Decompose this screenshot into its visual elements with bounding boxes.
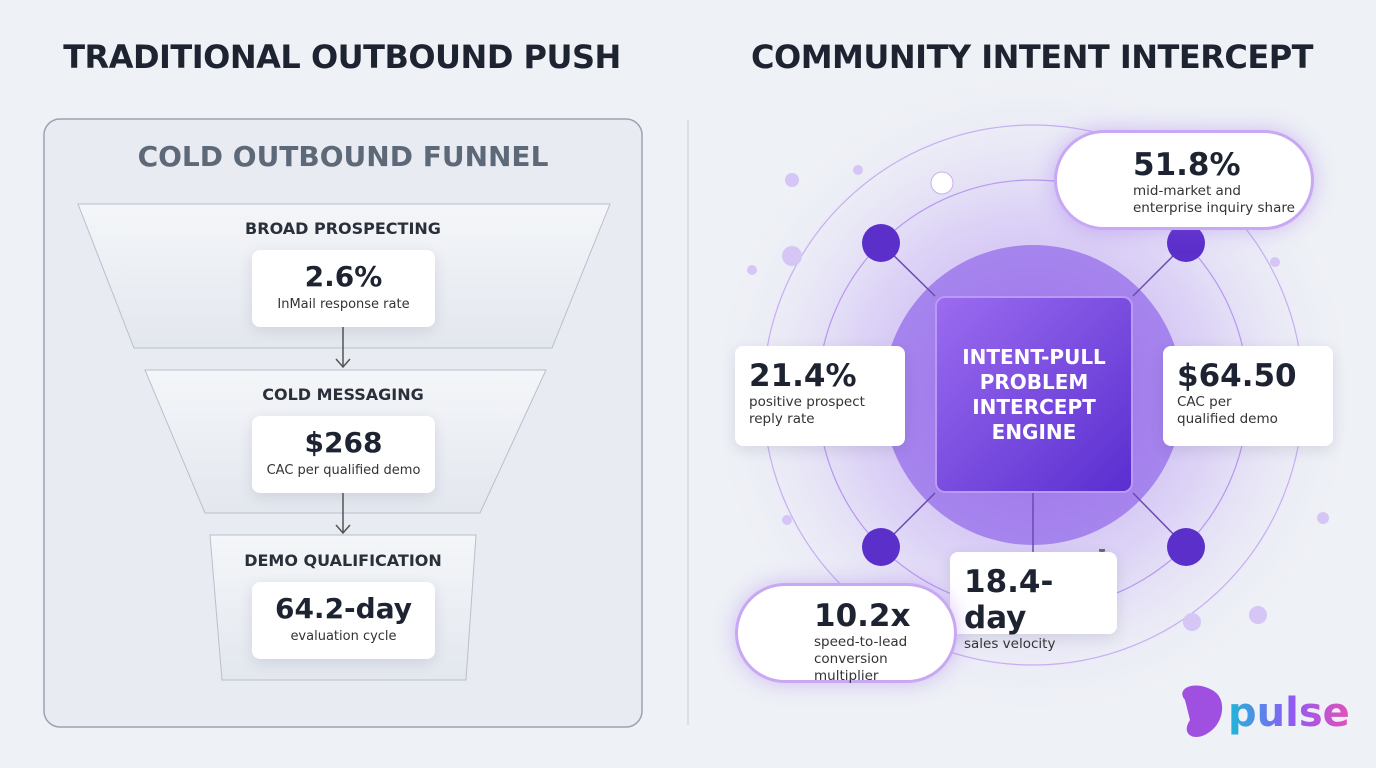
dots <box>747 165 1329 631</box>
caption: InMail response rate <box>277 297 410 312</box>
metric-card: $268 CAC per qualified demo <box>252 416 435 493</box>
metric: $268 <box>304 426 383 459</box>
panel-title: COLD OUTBOUND FUNNEL <box>137 140 549 173</box>
caption: CAC per qualified demo <box>1177 394 1278 427</box>
metric-card: $64.50 CAC per qualified demo <box>1163 346 1333 446</box>
nodes <box>862 224 1205 566</box>
metric-card: 2.6% InMail response rate <box>252 250 435 327</box>
caption: sales velocity <box>964 636 1056 652</box>
logo: pulse <box>1228 690 1350 736</box>
metric-card: 21.4% positive prospect reply rate <box>735 346 905 446</box>
metric-card: 10.2x speed-to-lead conversion multiplie… <box>735 583 957 684</box>
stage-label: DEMO QUALIFICATION <box>244 551 442 570</box>
caption: mid-market and enterprise inquiry share <box>1133 183 1295 216</box>
right-title: COMMUNITY INTENT INTERCEPT <box>751 38 1313 76</box>
stage-label: BROAD PROSPECTING <box>245 219 441 238</box>
metric: $64.50 <box>1177 358 1297 394</box>
metric-card: 18.4-day sales velocity <box>950 552 1117 652</box>
caption: speed-to-lead conversion multiplier <box>814 634 908 684</box>
arrows <box>335 327 351 535</box>
caption: CAC per qualified demo <box>266 463 421 478</box>
metric: 64.2-day <box>274 592 413 625</box>
engine: INTENT-PULL PROBLEM INTERCEPT ENGINE <box>935 296 1133 493</box>
metric: 2.6% <box>304 260 383 293</box>
left-title: TRADITIONAL OUTBOUND PUSH <box>63 38 621 76</box>
metric-card: 64.2-day evaluation cycle <box>252 582 435 659</box>
metric: 18.4-day <box>964 564 1054 636</box>
metric: 21.4% <box>749 358 857 394</box>
metric: 10.2x <box>814 598 911 634</box>
stage-label: COLD MESSAGING <box>262 385 424 404</box>
metric-card: 51.8% mid-market and enterprise inquiry … <box>1054 130 1314 230</box>
caption: positive prospect reply rate <box>749 394 865 427</box>
caption: evaluation cycle <box>290 629 397 644</box>
metric: 51.8% <box>1133 147 1241 183</box>
logo-mark <box>1182 685 1223 737</box>
